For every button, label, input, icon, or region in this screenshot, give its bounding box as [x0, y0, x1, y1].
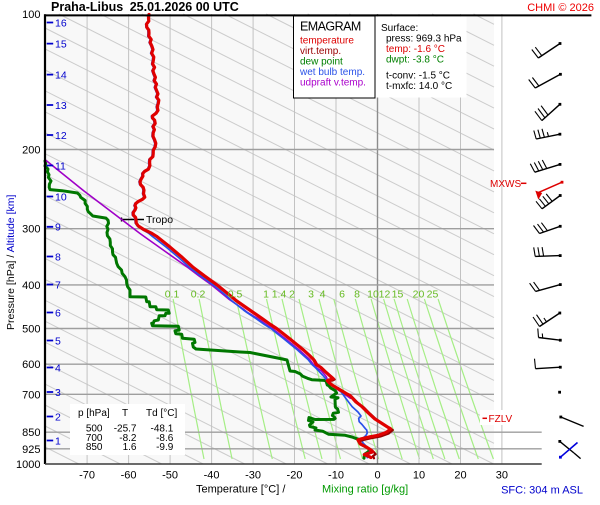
svg-text:-9.9: -9.9	[156, 442, 174, 453]
svg-text:Mixing ratio [g/kg]: Mixing ratio [g/kg]	[322, 484, 408, 496]
svg-text:1.6: 1.6	[123, 442, 137, 453]
svg-text:10: 10	[55, 191, 67, 203]
svg-text:-40: -40	[204, 470, 220, 482]
svg-text:6: 6	[339, 289, 345, 301]
svg-text:2: 2	[55, 411, 61, 423]
svg-text:0.5: 0.5	[228, 289, 243, 301]
svg-text:Td [°C]: Td [°C]	[146, 408, 177, 419]
svg-text:Praha-Libus: Praha-Libus	[51, 0, 123, 14]
svg-text:10: 10	[413, 470, 425, 482]
svg-text:CHMI © 2026: CHMI © 2026	[527, 2, 594, 14]
svg-text:12: 12	[379, 289, 391, 301]
svg-text:temperature: temperature	[300, 36, 354, 47]
svg-text:3: 3	[55, 387, 61, 399]
svg-text:wet bulb temp.: wet bulb temp.	[299, 67, 365, 78]
svg-text:Surface:: Surface:	[381, 23, 418, 34]
svg-text:udpraft v.temp.: udpraft v.temp.	[300, 78, 366, 89]
svg-text:400: 400	[22, 280, 40, 292]
svg-text:T: T	[122, 408, 128, 419]
svg-text:300: 300	[22, 224, 40, 236]
svg-text:700: 700	[22, 389, 40, 401]
svg-text:15: 15	[392, 289, 404, 301]
svg-text:t-mxfc: 14.0 °C: t-mxfc: 14.0 °C	[386, 81, 452, 92]
svg-text:temp: -1.6 °C: temp: -1.6 °C	[386, 44, 445, 55]
svg-text:2: 2	[289, 289, 295, 301]
svg-text:-50: -50	[162, 470, 178, 482]
svg-text:Pressure [hPa] / Altitude [km]: Pressure [hPa] / Altitude [km]	[5, 195, 17, 330]
svg-text:1.4: 1.4	[272, 289, 287, 301]
svg-text:3: 3	[308, 289, 314, 301]
svg-text:30: 30	[496, 470, 508, 482]
svg-text:25: 25	[427, 289, 439, 301]
svg-text:14: 14	[55, 69, 67, 81]
svg-text:4: 4	[55, 362, 61, 374]
svg-text:1: 1	[55, 435, 61, 447]
svg-text:0.1: 0.1	[165, 289, 180, 301]
svg-text:13: 13	[55, 100, 67, 112]
svg-text:20: 20	[413, 289, 425, 301]
svg-text:100: 100	[22, 9, 40, 21]
svg-text:0: 0	[374, 470, 380, 482]
svg-text:200: 200	[22, 145, 40, 157]
svg-text:9: 9	[55, 222, 61, 234]
svg-text:925: 925	[22, 444, 40, 456]
svg-text:5: 5	[55, 335, 61, 347]
svg-text:15: 15	[55, 38, 67, 50]
svg-text:10: 10	[367, 289, 379, 301]
svg-text:600: 600	[22, 359, 40, 371]
svg-text:0.2: 0.2	[191, 289, 206, 301]
svg-text:FZLV: FZLV	[489, 414, 513, 425]
svg-text:500: 500	[22, 324, 40, 336]
svg-text:press: 969.3 hPa: press: 969.3 hPa	[386, 34, 462, 45]
svg-text:-10: -10	[328, 470, 344, 482]
svg-text:1000: 1000	[16, 459, 40, 471]
svg-text:-60: -60	[121, 470, 137, 482]
svg-text:8: 8	[55, 251, 61, 263]
svg-text:t-conv: -1.5 °C: t-conv: -1.5 °C	[386, 71, 450, 82]
svg-text:850: 850	[22, 427, 40, 439]
svg-text:Tropo: Tropo	[146, 214, 173, 226]
svg-text:4: 4	[320, 289, 326, 301]
svg-text:6: 6	[55, 307, 61, 319]
svg-text:7: 7	[55, 279, 61, 291]
svg-text:20: 20	[454, 470, 466, 482]
svg-text:16: 16	[55, 17, 67, 29]
svg-text:EMAGRAM: EMAGRAM	[300, 20, 361, 34]
svg-text:8: 8	[354, 289, 360, 301]
svg-text:SFC: 304 m ASL: SFC: 304 m ASL	[501, 485, 583, 497]
svg-text:-20: -20	[287, 470, 303, 482]
svg-text:-30: -30	[245, 470, 261, 482]
svg-text:11: 11	[55, 160, 66, 172]
svg-text:dew point: dew point	[300, 57, 343, 68]
svg-text:p [hPa]: p [hPa]	[78, 408, 110, 419]
svg-text:-70: -70	[79, 470, 95, 482]
svg-text:25.01.2026 00 UTC: 25.01.2026 00 UTC	[130, 0, 239, 14]
svg-text:Temperature [°C] /: Temperature [°C] /	[196, 484, 286, 496]
svg-text:850: 850	[86, 442, 103, 453]
svg-text:12: 12	[55, 130, 67, 142]
svg-text:dwpt: -3.8 °C: dwpt: -3.8 °C	[386, 55, 444, 66]
svg-text:MXWS: MXWS	[490, 179, 521, 190]
svg-text:virt.temp.: virt.temp.	[300, 46, 341, 57]
svg-text:1: 1	[263, 289, 269, 301]
